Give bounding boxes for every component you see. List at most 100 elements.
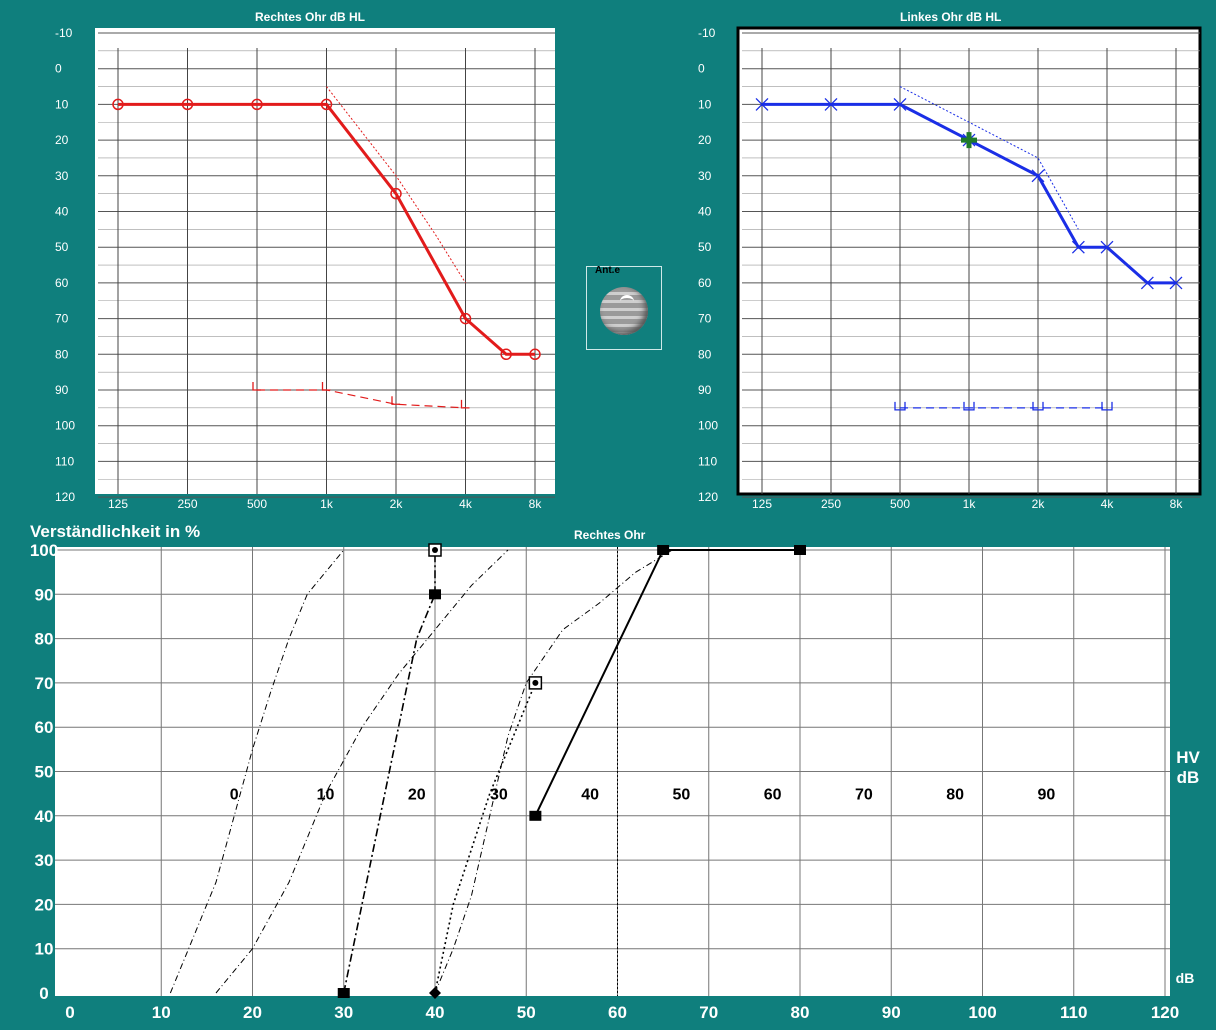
left-db-tick: 50 [698,240,712,254]
speech-x-tick: 60 [608,1003,627,1022]
right-freq-tick: 4k [459,497,473,511]
left-db-tick: 120 [698,490,718,504]
left-air-point [1140,276,1154,290]
right-bone-point [391,396,400,405]
speech-point [529,810,542,821]
speech-y-tick: 50 [35,763,54,782]
right-air-point [529,348,541,361]
hv-tick: 30 [490,787,508,804]
right-db-tick: 50 [55,240,69,254]
speech-point [657,545,670,555]
ear-selector-widget[interactable]: Ant.e [586,265,662,350]
right-freq-tick: 1k [320,497,334,511]
normal-curve [215,549,509,994]
speech-y-tick: 100 [30,541,58,560]
speech-chart-title: Rechtes Ohr [574,528,646,542]
right-db-tick: 90 [55,383,69,397]
left-db-tick: 110 [698,454,717,468]
right-db-tick: 70 [55,312,69,326]
left-freq-tick: 4k [1101,497,1115,511]
left-freq-tick: 1k [963,497,977,511]
left-air-dotted-line [899,86,1079,230]
speech-point [429,589,441,600]
left-air-point [1100,240,1114,254]
right-db-tick: 60 [55,276,69,290]
hv-tick: 70 [855,787,873,804]
speech-x-tick: 40 [426,1003,445,1022]
speech-x-tick: 0 [65,1003,74,1022]
left-audiogram: -10 0 10 20 30 40 50 60 70 80 90 100 110 120 125 250 500… [698,26,1202,511]
speech-point [794,545,806,555]
right-freq-tick: 250 [177,497,197,511]
left-masking-marker [961,132,977,149]
left-db-tick: -10 [698,26,716,40]
speech-x-tick: 90 [882,1003,901,1022]
left-db-tick: 20 [698,133,712,147]
hv-tick: 60 [764,787,782,804]
right-db-tick: 80 [55,347,69,361]
x-axis-unit-label: dB [1175,970,1195,986]
left-air-point [824,97,838,111]
right-ear-title: Rechtes Ohr dB HL [255,10,366,24]
left-air-point [755,97,769,111]
hv-tick: 20 [408,787,426,804]
left-db-tick: 60 [698,276,712,290]
left-air-point [893,97,907,111]
right-bone-point [321,382,331,391]
speech-y-tick: 60 [35,718,54,737]
speech-x-tick: 10 [152,1003,171,1022]
right-air-point [500,348,512,361]
hv-tick: 40 [581,787,599,804]
right-air-point [181,98,194,111]
hv-tick: 0 [230,787,239,804]
hv-tick: 80 [946,787,964,804]
left-freq-tick: 8k [1170,497,1184,511]
right-air-point [390,187,402,200]
speech-point [429,987,441,999]
speech-y-tick: 10 [35,940,54,959]
right-air-point [251,98,263,111]
right-air-point [459,312,472,325]
right-plot-area [95,28,555,494]
speech-point [337,988,350,998]
ear-icon[interactable] [600,287,648,335]
right-db-tick: 100 [55,419,75,433]
right-freq-tick: 500 [247,497,267,511]
speech-x-tick: 120 [1151,1003,1179,1022]
left-db-tick: 10 [698,97,712,111]
left-db-tick: 30 [698,169,712,183]
speech-y-tick: 30 [35,851,54,870]
right-db-tick: 10 [55,97,69,111]
left-db-tick: 80 [698,347,712,361]
right-db-tick: 30 [55,169,69,183]
speech-point-dot [532,679,539,686]
left-bone-point [1032,401,1044,411]
left-freq-tick: 125 [752,497,772,511]
right-air-point [320,98,333,111]
left-db-tick: 40 [698,205,712,219]
hv-tick: 10 [317,787,335,804]
right-freq-tick: 8k [529,497,543,511]
right-bone-point [252,382,261,391]
left-ear-title: Linkes Ohr dB HL [900,10,1002,24]
speech-x-tick: 70 [699,1003,718,1022]
right-audiogram: -10 0 10 20 30 40 50 60 70 80 90 100 110 120 125 250 500… [55,26,555,511]
speech-y-tick: 90 [35,585,54,604]
speech-x-tick: 100 [968,1003,996,1022]
speech-y-tick: 20 [35,895,54,914]
speech-x-tick: 80 [791,1003,810,1022]
speech-x-tick: 110 [1060,1003,1087,1022]
left-db-tick: 0 [698,62,705,76]
right-db-tick: 0 [55,62,62,76]
left-air-point [1169,276,1183,290]
right-bone-point [460,399,470,409]
right-freq-tick: 2k [390,497,404,511]
left-bone-point [894,401,906,411]
speech-series-line [342,593,436,994]
right-air-line [118,102,535,356]
hv-label-line2: dB [1176,768,1200,787]
hv-tick: 50 [672,787,690,804]
ear-widget-label: Ant.e [595,265,620,276]
speech-y-axis-label: Verständlichkeit in % [30,522,201,541]
